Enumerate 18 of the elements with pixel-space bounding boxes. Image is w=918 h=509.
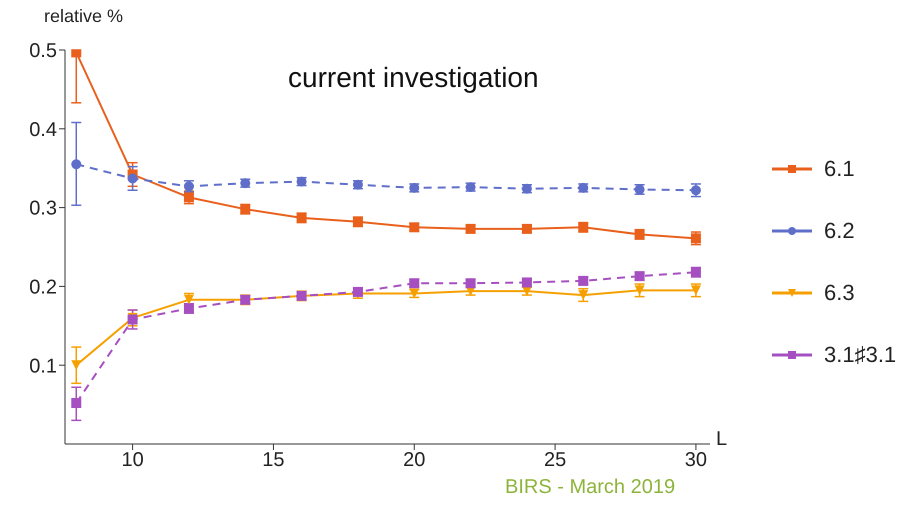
y-tick-label: 0.2 xyxy=(29,276,57,298)
legend-label: 6.2 xyxy=(824,218,855,244)
y-tick-label: 0.1 xyxy=(29,355,57,378)
chart-title: current investigation xyxy=(288,62,539,94)
y-tick-label: 0.3 xyxy=(29,198,57,220)
x-axis-title: L xyxy=(716,428,728,451)
y-axis-title: relative % xyxy=(44,6,124,27)
y-tick-label: 0.5 xyxy=(29,40,57,62)
legend-label: 6.1 xyxy=(824,156,855,182)
legend-label: 3.1♯3.1 xyxy=(824,342,896,368)
x-tick-label: 20 xyxy=(403,449,426,472)
x-tick-label: 15 xyxy=(262,449,285,472)
legend-label: 6.3 xyxy=(824,280,855,306)
text: BIRS - March 2019 xyxy=(505,476,676,499)
x-tick-label: 10 xyxy=(121,449,144,472)
y-tick-label: 0.4 xyxy=(29,118,57,141)
x-tick-label: 25 xyxy=(544,449,566,472)
x-tick-label: 30 xyxy=(684,449,708,472)
